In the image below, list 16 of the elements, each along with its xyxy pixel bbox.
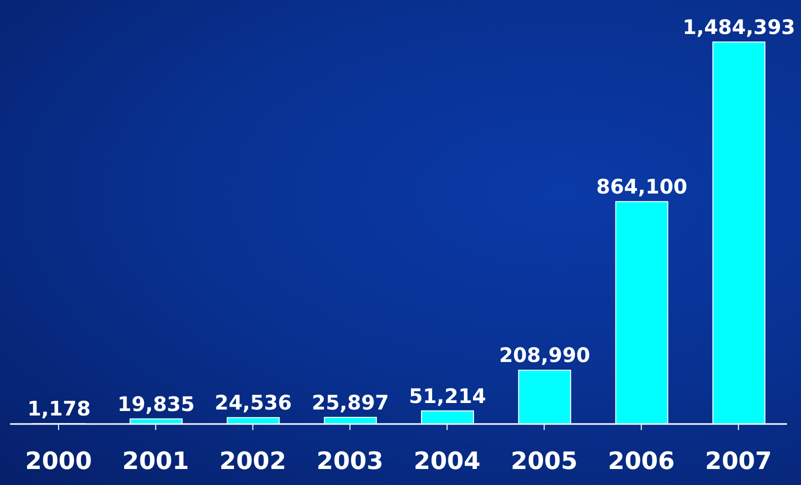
x-tick-label: 2005	[510, 447, 578, 476]
data-label: 864,100	[596, 174, 688, 199]
x-tick-label: 2006	[608, 447, 675, 476]
x-tick-label: 2000	[25, 447, 92, 476]
data-label: 25,897	[312, 390, 389, 414]
data-label: 19,835	[118, 392, 195, 416]
data-label: 1,484,393	[682, 15, 796, 39]
data-label: 51,214	[408, 384, 486, 408]
x-tick-label: 2007	[705, 447, 772, 476]
x-tick-label: 2004	[414, 447, 480, 476]
x-tick-label: 2002	[219, 447, 286, 476]
data-label: 1,178	[27, 396, 91, 421]
x-tick-label: 2001	[122, 447, 190, 476]
x-tick-label: 2003	[316, 447, 384, 476]
data-label: 208,990	[499, 343, 590, 368]
data-label: 24,536	[214, 390, 292, 415]
